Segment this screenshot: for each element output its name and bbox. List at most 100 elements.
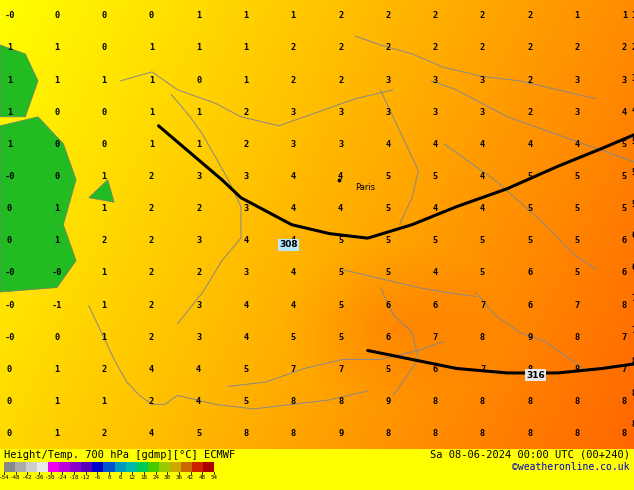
Text: Height/Temp. 700 hPa [gdmp][°C] ECMWF: Height/Temp. 700 hPa [gdmp][°C] ECMWF <box>4 449 235 460</box>
Text: 7: 7 <box>622 333 627 342</box>
Text: 1: 1 <box>149 140 154 149</box>
Text: 8: 8 <box>480 397 485 406</box>
Polygon shape <box>0 45 38 117</box>
Text: 3: 3 <box>243 172 249 181</box>
Text: 2: 2 <box>527 75 533 84</box>
Text: 8: 8 <box>622 397 627 406</box>
Text: 7: 7 <box>622 365 627 374</box>
Text: 1: 1 <box>7 44 12 52</box>
Text: 3: 3 <box>196 236 202 245</box>
Bar <box>37 462 48 472</box>
Text: 5: 5 <box>622 172 627 181</box>
Text: -6: -6 <box>94 474 101 480</box>
Text: 2: 2 <box>338 75 343 84</box>
Text: 1: 1 <box>196 108 202 117</box>
Text: 7: 7 <box>631 326 634 335</box>
Text: 0: 0 <box>7 236 12 245</box>
Text: 1: 1 <box>7 108 12 117</box>
Text: 3: 3 <box>291 108 296 117</box>
Text: 42: 42 <box>187 474 194 480</box>
Text: 3: 3 <box>631 74 634 83</box>
Text: 4: 4 <box>432 140 438 149</box>
Text: 54: 54 <box>210 474 217 480</box>
Text: 0: 0 <box>107 474 111 480</box>
Text: 3: 3 <box>480 75 485 84</box>
Text: 5: 5 <box>196 429 202 438</box>
Text: 2: 2 <box>574 44 580 52</box>
Text: -1: -1 <box>51 300 62 310</box>
Text: 2: 2 <box>432 44 438 52</box>
Text: 0: 0 <box>54 140 60 149</box>
Text: 5: 5 <box>527 236 533 245</box>
Text: -12: -12 <box>81 474 91 480</box>
Bar <box>26 462 37 472</box>
Text: 5: 5 <box>385 172 391 181</box>
Text: 0: 0 <box>7 365 12 374</box>
Text: 4: 4 <box>243 236 249 245</box>
Text: 5: 5 <box>631 200 634 209</box>
Text: 8: 8 <box>291 429 296 438</box>
Text: 6: 6 <box>432 300 438 310</box>
Text: 4: 4 <box>291 269 296 277</box>
Bar <box>115 462 126 472</box>
Text: 0: 0 <box>54 108 60 117</box>
Text: 4: 4 <box>196 365 202 374</box>
Text: -24: -24 <box>57 474 68 480</box>
Bar <box>137 462 148 472</box>
Text: 1: 1 <box>54 75 60 84</box>
Text: 2: 2 <box>149 204 154 213</box>
Text: 36: 36 <box>176 474 183 480</box>
Polygon shape <box>0 117 76 292</box>
Text: -48: -48 <box>10 474 21 480</box>
Text: 8: 8 <box>574 365 580 374</box>
Text: 2: 2 <box>149 236 154 245</box>
Bar <box>70 462 81 472</box>
Text: -0: -0 <box>4 269 15 277</box>
Bar <box>81 462 93 472</box>
Text: 2: 2 <box>338 11 343 20</box>
Text: 8: 8 <box>527 365 533 374</box>
Text: 3: 3 <box>243 269 249 277</box>
Text: 6: 6 <box>432 365 438 374</box>
Text: 4: 4 <box>291 172 296 181</box>
Text: -42: -42 <box>22 474 32 480</box>
Text: 1: 1 <box>622 11 627 20</box>
Text: 2: 2 <box>527 11 533 20</box>
Text: 2: 2 <box>149 333 154 342</box>
Text: 6: 6 <box>631 263 634 272</box>
Text: ©weatheronline.co.uk: ©weatheronline.co.uk <box>512 462 630 472</box>
Text: 1: 1 <box>631 11 634 20</box>
Text: 4: 4 <box>291 236 296 245</box>
Text: 1: 1 <box>101 204 107 213</box>
Text: 5: 5 <box>385 236 391 245</box>
Text: 9: 9 <box>527 333 533 342</box>
Text: 4: 4 <box>149 365 154 374</box>
Text: 2: 2 <box>338 44 343 52</box>
Text: 3: 3 <box>338 108 343 117</box>
Text: 4: 4 <box>527 140 533 149</box>
Text: 6: 6 <box>119 474 122 480</box>
Text: -0: -0 <box>51 269 62 277</box>
Text: 3: 3 <box>574 108 580 117</box>
Text: 1: 1 <box>291 11 296 20</box>
Text: 8: 8 <box>480 429 485 438</box>
Text: 2: 2 <box>149 269 154 277</box>
Text: 5: 5 <box>527 204 533 213</box>
Text: 0: 0 <box>7 204 12 213</box>
Bar <box>93 462 103 472</box>
Text: 3: 3 <box>196 333 202 342</box>
Text: 24: 24 <box>152 474 159 480</box>
Text: 2: 2 <box>631 43 634 51</box>
Text: 2: 2 <box>527 44 533 52</box>
Text: 2: 2 <box>480 44 485 52</box>
Text: 7: 7 <box>480 300 485 310</box>
Text: 7: 7 <box>338 365 343 374</box>
Bar <box>170 462 181 472</box>
Text: 7: 7 <box>574 300 580 310</box>
Text: 1: 1 <box>149 108 154 117</box>
Text: 3: 3 <box>291 140 296 149</box>
Text: 5: 5 <box>291 333 296 342</box>
Text: 1: 1 <box>7 75 12 84</box>
Text: 1: 1 <box>101 333 107 342</box>
Text: 8: 8 <box>243 429 249 438</box>
